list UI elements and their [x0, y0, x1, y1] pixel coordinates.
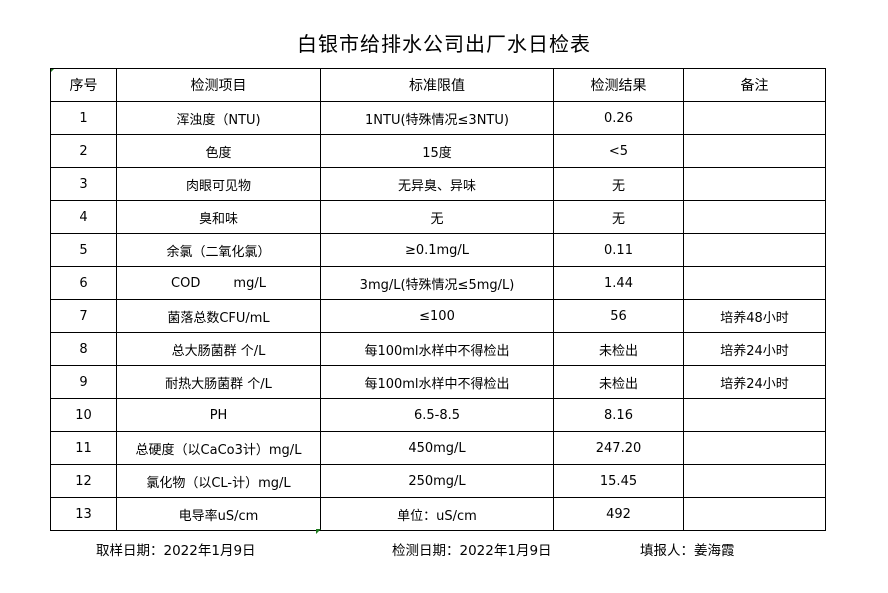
- remark-cell: 培养48小时: [683, 299, 826, 333]
- test-result-cell: 0.26: [553, 101, 684, 135]
- test-result-cell: 未检出: [553, 365, 684, 399]
- row-number-cell: 7: [50, 299, 117, 333]
- test-item-cell: 臭和味: [116, 200, 321, 234]
- row-number-cell: 11: [50, 431, 117, 465]
- test-item-cell: 肉眼可见物: [116, 167, 321, 201]
- table-row: 6 COD mg/L 3mg/L(特殊情况≤5mg/L) 1.44: [50, 266, 826, 300]
- test-item-cell: 色度: [116, 134, 321, 168]
- row-number-cell: 13: [50, 497, 117, 531]
- test-result-cell: 未检出: [553, 332, 684, 366]
- test-item-cell: COD mg/L: [116, 266, 321, 300]
- test-result-cell: 15.45: [553, 464, 684, 498]
- test-item-cell: 电导率uS/cm: [116, 497, 321, 531]
- row-number-cell: 5: [50, 233, 117, 267]
- table-row: 3 肉眼可见物 无异臭、异味无: [50, 167, 826, 201]
- standard-limit-cell: 1NTU(特殊情况≤3NTU): [320, 101, 554, 135]
- sampling-date: 取样日期：2022年1月9日: [96, 543, 256, 559]
- row-number-cell: 6: [50, 266, 117, 300]
- row-number-cell: 9: [50, 365, 117, 399]
- remark-cell: [683, 200, 826, 234]
- standard-limit-cell: 250mg/L: [320, 464, 554, 498]
- standard-limit-cell: 无异臭、异味: [320, 167, 554, 201]
- remark-cell: 培养24小时: [683, 365, 826, 399]
- row-number-cell: 2: [50, 134, 117, 168]
- cell-marker: [316, 529, 321, 534]
- standard-limit-cell: ≤100: [320, 299, 554, 333]
- table-row: 1 浑浊度（NTU) 1NTU(特殊情况≤3NTU) 0.26: [50, 101, 826, 135]
- header-cell: 序号: [50, 68, 117, 102]
- remark-cell: 培养24小时: [683, 332, 826, 366]
- test-result-cell: <5: [553, 134, 684, 168]
- remark-cell: [683, 266, 826, 300]
- row-number-cell: 4: [50, 200, 117, 234]
- standard-limit-cell: 每100ml水样中不得检出: [320, 365, 554, 399]
- test-item-cell: 菌落总数CFU/mL: [116, 299, 321, 333]
- table-row: 4 臭和味无无: [50, 200, 826, 234]
- header-row: 序号 检测项目 标准限值 检测结果 备注: [50, 68, 826, 102]
- table-row: 2 色度 15度 <5: [50, 134, 826, 168]
- standard-limit-cell: 单位：uS/cm: [320, 497, 554, 531]
- remark-cell: [683, 134, 826, 168]
- table-row: 10 PH 6.5-8.5 8.16: [50, 398, 826, 432]
- row-number-cell: 12: [50, 464, 117, 498]
- remark-cell: [683, 167, 826, 201]
- header-cell: 检测项目: [116, 68, 321, 102]
- remark-cell: [683, 464, 826, 498]
- standard-limit-cell: 3mg/L(特殊情况≤5mg/L): [320, 266, 554, 300]
- test-result-cell: 56: [553, 299, 684, 333]
- test-item-cell: 氯化物（以CL-计）mg/L: [116, 464, 321, 498]
- test-result-cell: 492: [553, 497, 684, 531]
- remark-cell: [683, 101, 826, 135]
- test-item-cell: 总硬度（以CaCo3计）mg/L: [116, 431, 321, 465]
- test-item-cell: 耐热大肠菌群 个/L: [116, 365, 321, 399]
- remark-cell: [683, 497, 826, 531]
- table-row: 11 总硬度（以CaCo3计）mg/L 450mg/L 247.20: [50, 431, 826, 465]
- test-result-cell: 0.11: [553, 233, 684, 267]
- row-number-cell: 8: [50, 332, 117, 366]
- table-row: 8 总大肠菌群 个/L 每100ml水样中不得检出 未检出 培养24小时: [50, 332, 826, 366]
- table-row: 7 菌落总数CFU/mL ≤100 56 培养48小时: [50, 299, 826, 333]
- header-cell: 备注: [683, 68, 826, 102]
- test-date: 检测日期：2022年1月9日: [392, 543, 552, 559]
- test-item-cell: PH: [116, 398, 321, 432]
- test-result-cell: 无: [553, 200, 684, 234]
- test-result-cell: 1.44: [553, 266, 684, 300]
- test-result-cell: 无: [553, 167, 684, 201]
- water-test-table: 序号 检测项目 标准限值 检测结果 备注 1 浑浊度（NTU) 1NTU(特殊情况≤…: [50, 68, 826, 531]
- reporter: 填报人：姜海霞: [640, 543, 735, 559]
- standard-limit-cell: ≥0.1mg/L: [320, 233, 554, 267]
- test-result-cell: 247.20: [553, 431, 684, 465]
- remark-cell: [683, 398, 826, 432]
- remark-cell: [683, 431, 826, 465]
- remark-cell: [683, 233, 826, 267]
- standard-limit-cell: 无: [320, 200, 554, 234]
- test-item-cell: 总大肠菌群 个/L: [116, 332, 321, 366]
- header-cell: 标准限值: [320, 68, 554, 102]
- standard-limit-cell: 每100ml水样中不得检出: [320, 332, 554, 366]
- test-item-cell: 余氯（二氧化氯）: [116, 233, 321, 267]
- row-number-cell: 3: [50, 167, 117, 201]
- standard-limit-cell: 450mg/L: [320, 431, 554, 465]
- row-number-cell: 1: [50, 101, 117, 135]
- test-item-cell: 浑浊度（NTU): [116, 101, 321, 135]
- standard-limit-cell: 6.5-8.5: [320, 398, 554, 432]
- standard-limit-cell: 15度: [320, 134, 554, 168]
- page-title: 白银市给排水公司出厂水日检表: [297, 32, 591, 56]
- test-result-cell: 8.16: [553, 398, 684, 432]
- table-row: 9 耐热大肠菌群 个/L 每100ml水样中不得检出 未检出 培养24小时: [50, 365, 826, 399]
- table-row: 13 电导率uS/cm 单位：uS/cm 492: [50, 497, 826, 531]
- table-row: 5 余氯（二氧化氯） ≥0.1mg/L 0.11: [50, 233, 826, 267]
- header-cell: 检测结果: [553, 68, 684, 102]
- table-row: 12 氯化物（以CL-计）mg/L 250mg/L 15.45: [50, 464, 826, 498]
- row-number-cell: 10: [50, 398, 117, 432]
